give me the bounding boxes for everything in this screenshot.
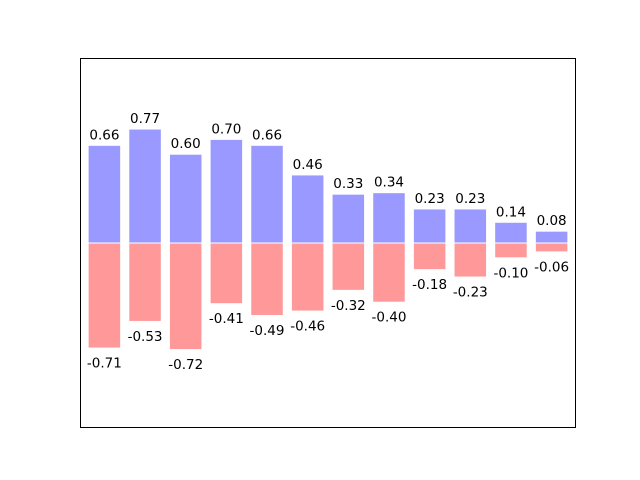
bar-series-1-7 bbox=[372, 242, 406, 303]
bar-value-label-1-0: -0.71 bbox=[87, 356, 122, 372]
bar-series-1-2 bbox=[168, 242, 203, 351]
bar-series-1-3 bbox=[209, 242, 244, 305]
bar-series-1-4 bbox=[250, 242, 284, 317]
bar-value-label-1-7: -0.40 bbox=[372, 310, 407, 326]
bars-layer bbox=[87, 128, 569, 351]
bar-value-label-1-8: -0.18 bbox=[412, 277, 447, 293]
bar-value-label-0-9: 0.23 bbox=[455, 191, 485, 207]
bar-series-1-6 bbox=[331, 242, 366, 291]
bar-series-1-1 bbox=[128, 242, 162, 322]
bar-value-label-0-7: 0.34 bbox=[374, 175, 404, 191]
bar-value-label-1-10: -0.10 bbox=[493, 265, 528, 281]
bar-series-1-0 bbox=[87, 242, 122, 349]
bar-value-label-1-6: -0.32 bbox=[331, 298, 366, 314]
bar-series-1-8 bbox=[412, 242, 447, 271]
bar-value-label-1-5: -0.46 bbox=[290, 319, 325, 335]
bar-series-0-5 bbox=[290, 174, 325, 244]
bar-value-label-0-4: 0.66 bbox=[252, 127, 282, 143]
bar-value-label-1-11: -0.06 bbox=[534, 259, 569, 275]
bar-value-label-0-3: 0.70 bbox=[211, 121, 241, 137]
bar-value-label-1-3: -0.41 bbox=[209, 311, 244, 327]
bar-value-label-0-2: 0.60 bbox=[171, 136, 201, 152]
bar-series-1-9 bbox=[453, 242, 488, 278]
bar-series-1-5 bbox=[290, 242, 325, 312]
bar-value-label-0-1: 0.77 bbox=[130, 111, 160, 127]
bar-value-label-1-4: -0.49 bbox=[250, 323, 285, 339]
bar-series-0-3 bbox=[209, 138, 244, 244]
bar-value-label-0-6: 0.33 bbox=[333, 176, 363, 192]
bar-value-label-1-9: -0.23 bbox=[453, 285, 488, 301]
bar-series-0-9 bbox=[453, 208, 488, 244]
bar-series-0-10 bbox=[494, 221, 528, 244]
bar-value-label-1-2: -0.72 bbox=[168, 357, 203, 373]
bar-series-0-7 bbox=[372, 192, 406, 244]
bar-value-label-0-11: 0.08 bbox=[537, 213, 567, 229]
bar-value-label-0-5: 0.46 bbox=[293, 157, 323, 173]
bar-value-label-0-0: 0.66 bbox=[89, 127, 119, 143]
bar-value-label-0-8: 0.23 bbox=[415, 191, 445, 207]
bar-value-label-1-1: -0.53 bbox=[128, 329, 163, 345]
bar-series-0-8 bbox=[412, 208, 447, 244]
bar-series-0-6 bbox=[331, 193, 366, 244]
bar-series-1-10 bbox=[494, 242, 528, 259]
bar-series-0-2 bbox=[168, 153, 203, 244]
bar-value-label-0-10: 0.14 bbox=[496, 204, 526, 220]
plot-area bbox=[80, 58, 576, 428]
labels-layer: 0.66 0.77 0.60 0.70 0.66 0.46 0.33 0.34 0.23 0.23… bbox=[87, 111, 569, 373]
bar-series-0-0 bbox=[87, 144, 122, 244]
bar-series-0-1 bbox=[128, 128, 162, 244]
bar-series-1-11 bbox=[534, 242, 569, 253]
bar-series-0-11 bbox=[534, 230, 569, 244]
bar-series-0-4 bbox=[250, 144, 284, 244]
plot-frame bbox=[80, 58, 576, 428]
